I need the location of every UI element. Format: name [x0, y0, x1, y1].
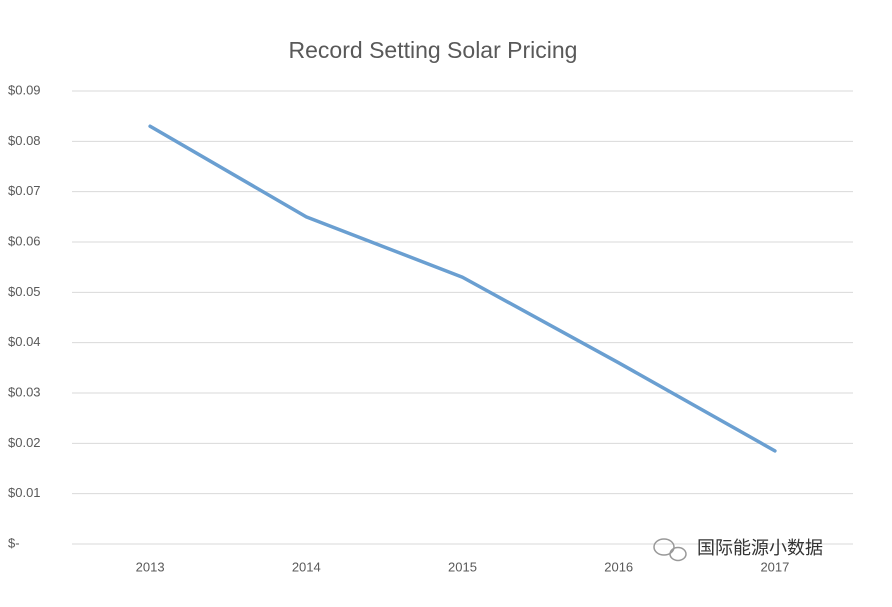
watermark: 国际能源小数据 [697, 538, 823, 558]
y-tick-label: $0.05 [8, 284, 41, 299]
y-tick-label: $0.03 [8, 384, 41, 399]
x-tick-label: 2013 [136, 559, 165, 574]
y-tick-label: $- [8, 535, 20, 550]
x-tick-label: 2017 [760, 559, 789, 574]
y-tick-label: $0.09 [8, 82, 41, 97]
chart-title: Record Setting Solar Pricing [289, 37, 578, 63]
y-tick-label: $0.04 [8, 334, 41, 349]
x-tick-label: 2015 [448, 559, 477, 574]
y-tick-label: $0.08 [8, 133, 41, 148]
x-tick-label: 2014 [292, 559, 321, 574]
x-tick-label: 2016 [604, 559, 633, 574]
y-tick-label: $0.01 [8, 485, 41, 500]
y-tick-label: $0.06 [8, 233, 41, 248]
y-tick-label: $0.02 [8, 435, 41, 450]
y-tick-label: $0.07 [8, 183, 41, 198]
line [148, 124, 777, 453]
watermark-icon [653, 538, 687, 562]
